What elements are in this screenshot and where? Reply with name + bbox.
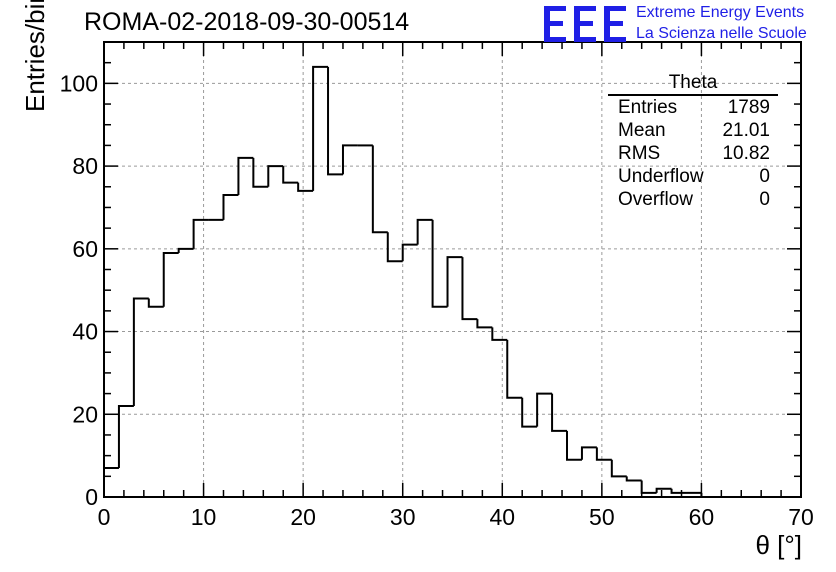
eee-logo: Extreme Energy Events La Scienza nelle S… [540,2,830,48]
histogram-bin [371,145,388,234]
histogram-bin [521,397,538,428]
histogram-bin [416,218,433,245]
x-tick-label: 40 [489,504,515,530]
stats-row-entries: Entries 1789 [608,96,778,119]
stats-value: 0 [759,166,770,187]
eee-logo-icon [544,6,626,42]
stats-label: Underflow [618,166,704,187]
histogram-bin [117,405,134,469]
histogram-bin [461,257,478,321]
histogram-bin [297,182,314,192]
logo-line-2: La Scienza nelle Scuole [636,25,807,42]
histogram-bin [536,392,553,427]
chart-title: ROMA-02-2018-09-30-00514 [84,8,410,36]
histogram-bin [222,194,239,220]
histogram-series [103,65,717,498]
stats-value: 0 [759,189,770,210]
histogram-bin [341,144,358,175]
stats-label: Entries [618,97,678,118]
histogram-bin [625,476,642,482]
y-tick-label: 0 [85,484,98,510]
x-tick-label: 0 [98,504,111,530]
y-tick-label: 40 [72,319,98,345]
y-axis-label: Entries/bin [20,0,50,112]
histogram-bin [610,459,627,478]
stats-label: RMS [618,143,661,164]
histogram-bin [491,327,508,341]
x-tick-label: 20 [290,504,316,530]
stats-row-mean: Mean 21.01 [608,119,778,142]
histogram-bin [177,247,194,253]
stats-label: Overflow [618,189,693,210]
histogram-bin [580,446,597,460]
histogram-bin [595,447,612,461]
y-tick-label: 80 [72,153,98,179]
x-tick-label: 10 [191,504,217,530]
histogram-bin [431,219,448,308]
histogram-bin [401,243,418,262]
x-tick-label: 30 [390,504,416,530]
y-tick-label: 60 [72,236,98,262]
stats-value: 10.82 [722,143,770,164]
histogram-bin [386,232,403,263]
stats-box: Theta Entries 1789 Mean 21.01 RMS 10.82 … [608,72,778,211]
histogram-bin [551,393,568,432]
y-tick-label: 100 [60,70,98,96]
histogram-bin [192,218,209,249]
axis-ticks [103,41,802,498]
histogram-bin [237,156,254,196]
histogram-bin [147,298,164,308]
histogram-bin [267,165,284,187]
x-tick-label: 60 [689,504,715,530]
histogram-bin [566,430,582,461]
histogram-bin [446,256,463,307]
histogram-bin [670,488,687,494]
histogram-bin [162,251,179,307]
histogram-bin [103,467,119,497]
logo-line-1: Extreme Energy Events [636,4,805,21]
stats-row-rms: RMS 10.82 [608,142,778,165]
histogram-bin [132,297,149,406]
axis-tick-labels: 0 10 20 30 40 50 60 70 0 20 40 60 80 100 [60,70,814,530]
x-tick-label: 70 [788,504,814,530]
stats-value: 1789 [727,97,770,118]
stats-box-title: Theta [608,72,778,96]
histogram-bin [252,157,269,188]
stats-row-underflow: Underflow 0 [608,165,778,188]
histogram-bin [312,65,329,191]
histogram-bin [476,319,493,329]
histogram-bin [655,487,672,493]
x-tick-label: 50 [589,504,615,530]
stats-value: 21.01 [722,120,770,141]
grid-lines [104,42,801,497]
stats-label: Mean [618,120,666,141]
y-tick-label: 20 [72,401,98,427]
histogram-bin [282,166,299,184]
histogram-bin [506,339,523,399]
x-axis-label: θ [°] [755,530,802,560]
stats-row-overflow: Overflow 0 [608,188,778,211]
histogram-bin [640,480,657,494]
histogram-bin [327,66,343,176]
